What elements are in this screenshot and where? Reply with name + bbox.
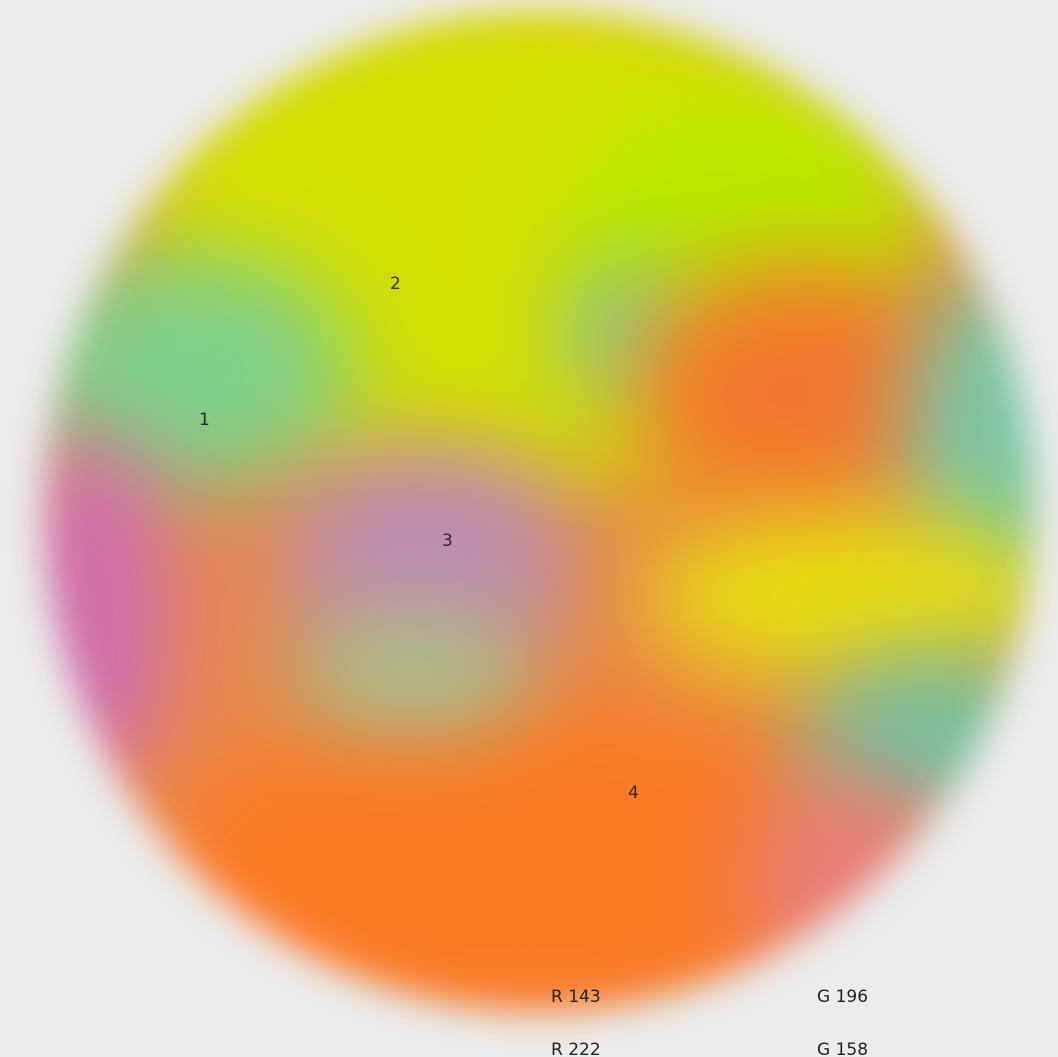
readout-green-2: G 158 — [817, 1040, 869, 1057]
region-label-3[interactable]: 3 — [442, 531, 453, 551]
color-gradient-orb[interactable] — [44, 12, 1034, 1012]
region-label-4[interactable]: 4 — [628, 783, 639, 803]
readout-red-1: R 143 — [551, 987, 601, 1007]
magenta-region — [44, 432, 174, 792]
region-label-2[interactable]: 2 — [390, 274, 401, 294]
yellow-band-region — [644, 512, 1034, 682]
readout-red-2: R 222 — [551, 1040, 601, 1057]
sage-region — [294, 612, 534, 732]
readout-green-1: G 196 — [817, 987, 869, 1007]
region-label-1[interactable]: 1 — [199, 410, 210, 430]
pink-region — [744, 772, 964, 992]
